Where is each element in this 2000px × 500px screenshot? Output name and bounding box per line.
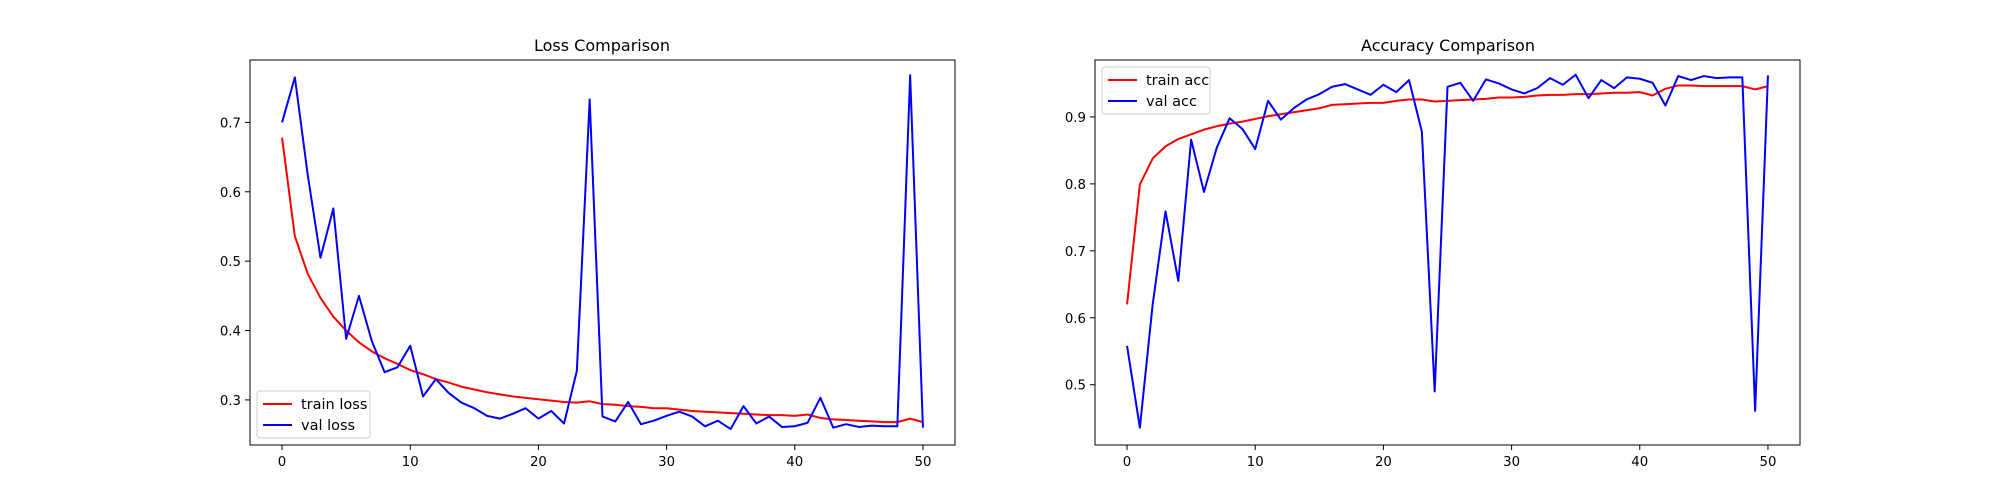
accuracy-chart-plot-area (1094, 59, 1801, 446)
loss-xtick-label: 40 (786, 455, 803, 470)
accuracy-legend-box (1101, 66, 1211, 115)
loss-chart-ticks: 0 10 20 30 40 50 0.3 0.4 0.5 0.6 0.7 (220, 116, 932, 470)
loss-series-val-line (281, 74, 924, 431)
loss-legend-train-label: train loss (301, 397, 367, 413)
loss-chart-plot-area (249, 59, 956, 446)
accuracy-xtick-label: 30 (1503, 455, 1520, 470)
accuracy-xtick-label: 40 (1631, 455, 1648, 470)
accuracy-chart-title: Accuracy Comparison (1361, 36, 1535, 55)
accuracy-series-val-line (1126, 73, 1769, 429)
accuracy-xtick-label: 20 (1375, 455, 1392, 470)
loss-chart-series (281, 74, 924, 431)
accuracy-ytick-label: 0.8 (1065, 178, 1086, 193)
loss-xtick-label: 20 (530, 455, 547, 470)
accuracy-xtick-label: 50 (1759, 455, 1776, 470)
accuracy-legend-train-label: train acc (1146, 73, 1209, 89)
loss-xtick-label: 30 (658, 455, 675, 470)
accuracy-xtick-label: 10 (1247, 455, 1264, 470)
accuracy-legend-val-label: val acc (1146, 94, 1197, 110)
loss-ytick-label: 0.3 (220, 394, 241, 409)
loss-xtick-label: 50 (914, 455, 931, 470)
loss-legend-val-label: val loss (301, 418, 355, 434)
loss-chart: Loss Comparison 0 10 20 30 40 500.30.40.50.60… (220, 36, 956, 470)
accuracy-chart-ticks: 0 10 20 30 40 50 0.5 0.6 0.7 0.8 0.9 (1065, 111, 1777, 470)
accuracy-ytick-label: 0.7 (1065, 245, 1086, 260)
loss-ytick-label: 0.6 (220, 186, 241, 201)
loss-legend-box (256, 390, 371, 439)
loss-series-train-line (281, 137, 924, 424)
accuracy-chart-series (1126, 73, 1769, 429)
accuracy-ytick-label: 0.9 (1065, 111, 1086, 126)
loss-chart-title: Loss Comparison (534, 36, 670, 55)
loss-ytick-label: 0.7 (220, 116, 241, 131)
loss-ytick-label: 0.4 (220, 325, 241, 340)
loss-xtick-label: 10 (402, 455, 419, 470)
accuracy-chart: Accuracy Comparison 0 10 20 30 40 50 0.5 0.6 0.7… (1065, 36, 1801, 470)
loss-xtick-label: 0 (278, 455, 286, 470)
accuracy-ytick-label: 0.6 (1065, 312, 1086, 327)
loss-chart-legend: train loss val loss (256, 390, 371, 439)
accuracy-ytick-label: 0.5 (1065, 379, 1086, 394)
accuracy-xtick-label: 0 (1123, 455, 1131, 470)
loss-ytick-label: 0.5 (220, 255, 241, 270)
accuracy-series-train-line (1126, 84, 1769, 305)
accuracy-chart-legend: train acc val acc (1101, 66, 1211, 115)
